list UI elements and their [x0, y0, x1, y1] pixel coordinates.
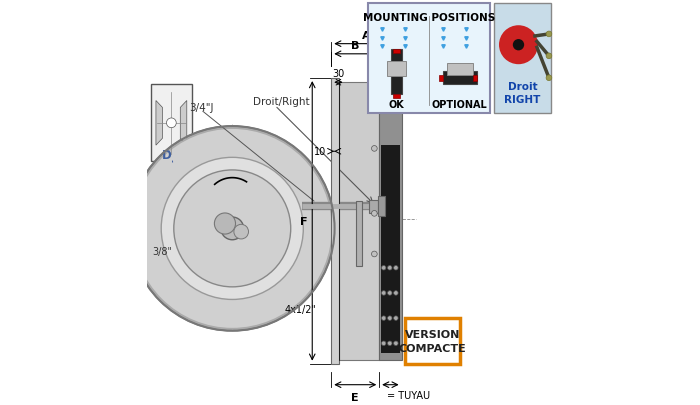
Circle shape — [405, 63, 410, 68]
Text: Droit/Right: Droit/Right — [253, 97, 310, 107]
Circle shape — [372, 106, 377, 111]
Circle shape — [430, 63, 435, 68]
Circle shape — [405, 94, 410, 99]
Circle shape — [393, 316, 398, 321]
Circle shape — [546, 54, 552, 60]
Text: 4x1/2": 4x1/2" — [284, 304, 316, 314]
Bar — [379, 83, 402, 360]
Text: A: A — [362, 30, 371, 40]
Bar — [438, 76, 442, 82]
Circle shape — [416, 77, 424, 85]
Circle shape — [388, 291, 392, 296]
Bar — [402, 61, 438, 101]
Circle shape — [382, 341, 386, 345]
Bar — [447, 64, 473, 76]
Text: E: E — [351, 392, 359, 402]
Circle shape — [372, 252, 377, 257]
Circle shape — [167, 119, 176, 128]
Circle shape — [132, 129, 332, 329]
Text: 30: 30 — [332, 69, 344, 79]
Circle shape — [393, 266, 398, 271]
Circle shape — [393, 291, 398, 296]
Circle shape — [388, 266, 392, 271]
Bar — [356, 202, 362, 266]
Text: F: F — [300, 216, 307, 226]
Text: MOUNTING POSITIONS: MOUNTING POSITIONS — [363, 13, 496, 23]
Circle shape — [382, 316, 386, 321]
Bar — [391, 50, 402, 94]
Circle shape — [174, 171, 290, 287]
Text: = TUYAU: = TUYAU — [386, 390, 430, 400]
Bar — [386, 62, 406, 77]
FancyBboxPatch shape — [494, 4, 551, 113]
Text: 80: 80 — [456, 75, 466, 87]
Circle shape — [393, 341, 398, 345]
Circle shape — [513, 40, 524, 51]
Bar — [393, 50, 400, 54]
Bar — [151, 85, 192, 162]
Bar — [440, 65, 468, 97]
Bar — [381, 146, 400, 354]
Text: 60: 60 — [414, 44, 426, 54]
Bar — [393, 94, 400, 98]
Text: Ø11: Ø11 — [470, 60, 491, 70]
Circle shape — [161, 158, 303, 300]
FancyBboxPatch shape — [405, 318, 460, 364]
Text: OK: OK — [389, 100, 404, 109]
Circle shape — [214, 213, 235, 234]
Text: VERSION
COMPACTE: VERSION COMPACTE — [398, 329, 466, 353]
Text: Droit
RIGHT: Droit RIGHT — [505, 82, 540, 104]
Bar — [442, 72, 477, 85]
Circle shape — [546, 32, 552, 38]
FancyBboxPatch shape — [368, 4, 490, 113]
Text: D: D — [162, 148, 172, 161]
Circle shape — [130, 127, 335, 331]
Bar — [378, 197, 384, 216]
Polygon shape — [156, 101, 162, 146]
Circle shape — [372, 146, 377, 152]
Circle shape — [430, 94, 435, 99]
Text: 80: 80 — [414, 37, 426, 47]
Circle shape — [382, 291, 386, 296]
Text: B: B — [351, 40, 360, 51]
Circle shape — [372, 211, 377, 217]
Text: 10: 10 — [314, 147, 326, 157]
Circle shape — [546, 76, 552, 81]
Circle shape — [382, 266, 386, 271]
Bar — [331, 79, 339, 364]
Bar — [369, 200, 378, 213]
Circle shape — [234, 225, 248, 239]
Text: OPTIONAL: OPTIONAL — [432, 100, 487, 109]
Circle shape — [221, 217, 244, 240]
Bar — [473, 76, 477, 82]
Text: 3/4"J: 3/4"J — [190, 102, 214, 112]
Text: 3/8": 3/8" — [152, 233, 197, 256]
Circle shape — [388, 316, 392, 321]
Circle shape — [132, 129, 332, 329]
Circle shape — [499, 26, 538, 65]
Polygon shape — [181, 101, 187, 146]
Polygon shape — [198, 209, 267, 255]
Bar — [339, 83, 379, 360]
Text: 60: 60 — [442, 75, 452, 87]
Circle shape — [388, 341, 392, 345]
